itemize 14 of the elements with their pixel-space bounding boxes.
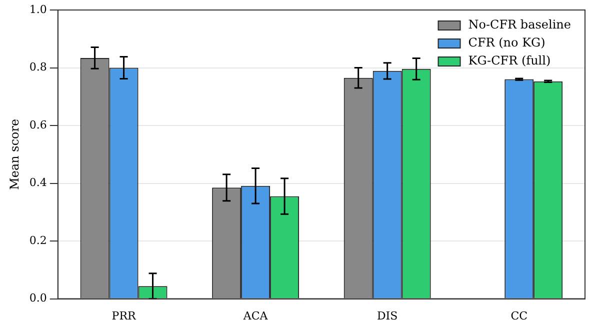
y-tick-label: 0.4 [29,176,47,190]
x-tick-label: DIS [376,309,398,322]
legend-label: CFR (no KG) [468,36,546,50]
y-tick-label: 0.2 [29,234,47,247]
y-tick-label: 1.0 [29,2,47,16]
x-tick-label: PRR [112,309,136,322]
y-tick-label: 0.8 [29,60,47,74]
legend-label: No-CFR baseline [468,18,572,32]
x-tick-label: CC [510,309,528,322]
y-tick-label: 0.6 [29,118,47,132]
legend-label: KG-CFR (full) [468,54,551,68]
y-axis-title: Mean score [7,118,22,190]
y-tick-label: 0.0 [29,292,47,305]
x-tick-label: ACA [242,309,269,322]
